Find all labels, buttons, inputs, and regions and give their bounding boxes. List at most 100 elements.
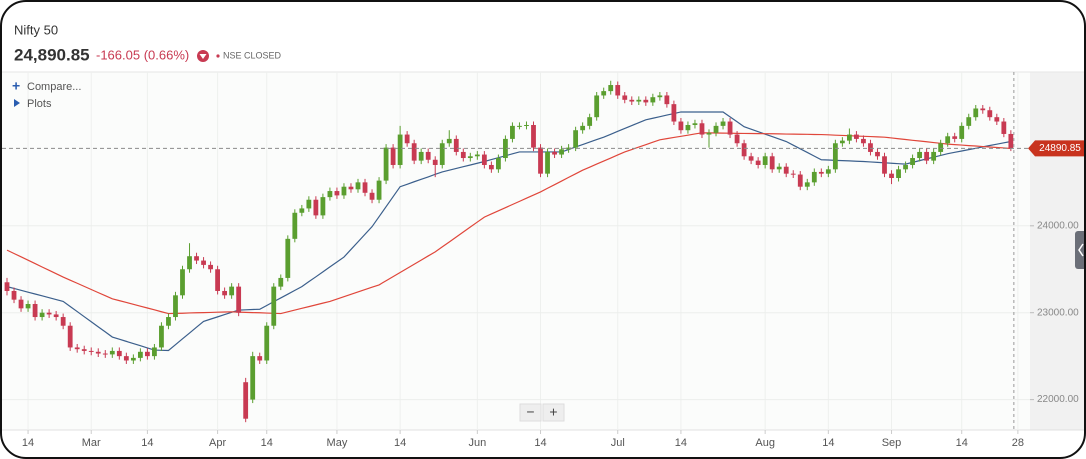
candle-body [875, 151, 880, 157]
candle-body [987, 110, 993, 118]
candle-body [847, 134, 852, 141]
candle-body [496, 158, 501, 170]
x-tick-label: 14 [22, 437, 34, 449]
x-tick-label: Mar [82, 437, 101, 449]
candle-body [1001, 121, 1007, 134]
candles [4, 80, 1014, 423]
candle-body [594, 95, 600, 118]
candle-body [573, 130, 579, 148]
candle-body [4, 282, 10, 291]
candle-body [601, 91, 607, 96]
candle-body [243, 382, 249, 419]
candle-body [404, 134, 410, 144]
candle-body [67, 325, 73, 348]
candle-body [418, 151, 424, 161]
candle-body [362, 182, 368, 193]
x-tick-label: 14 [675, 437, 687, 449]
last-price-label: 24890.85 [1039, 143, 1081, 154]
candle-body [952, 136, 958, 139]
candle-body [657, 95, 663, 98]
candle-body [783, 166, 789, 174]
candle-body [776, 166, 782, 170]
candle-body [931, 151, 937, 161]
candle-body [903, 164, 908, 170]
candle-body [825, 169, 831, 174]
candle-body [432, 159, 438, 165]
compare-button[interactable]: Compare... [27, 81, 81, 93]
candle-body [102, 353, 108, 355]
x-tick-label: 14 [261, 437, 273, 449]
candle-body [152, 347, 157, 357]
candle-body [706, 132, 712, 135]
candle-body [327, 191, 333, 198]
candle-body [355, 182, 361, 190]
candle-body [938, 143, 944, 152]
x-tick-label: May [327, 437, 348, 449]
x-tick-label: 14 [534, 437, 546, 449]
candle-body [257, 356, 263, 361]
price-change: -166.05 (0.66%) [96, 47, 189, 62]
compare-icon[interactable]: + [12, 78, 20, 94]
candle-body [917, 151, 922, 159]
candle-body [545, 151, 550, 174]
candle-body [854, 134, 859, 139]
candle-body [334, 191, 340, 196]
candle-body [173, 295, 178, 318]
zoom-in-label[interactable]: + [549, 404, 557, 420]
candle-body [769, 156, 775, 170]
candle-body [896, 169, 901, 179]
side-tab[interactable] [1075, 231, 1086, 269]
candle-body [699, 123, 705, 135]
candle-body [95, 351, 101, 354]
candle-body [18, 299, 24, 309]
candle-body [46, 312, 52, 315]
side-tab-arrow [1078, 243, 1084, 257]
candle-body [755, 160, 761, 165]
candle-body [271, 286, 277, 326]
zoom-in-button[interactable] [542, 403, 565, 422]
candle-body [636, 99, 642, 102]
candle-body [622, 95, 628, 100]
candle-body [453, 138, 459, 152]
candle-body [278, 277, 284, 287]
candle-body [390, 147, 396, 165]
candle-body [524, 125, 529, 127]
candle-body [945, 136, 951, 144]
candle-body [580, 125, 586, 131]
plot-background [2, 72, 1030, 430]
candle-body [664, 95, 670, 105]
candle-body [994, 117, 1000, 122]
candle-body [966, 117, 972, 126]
chart-title: Nifty 50 [14, 22, 58, 37]
zoom-out-label[interactable]: − [526, 404, 534, 420]
candle-body [474, 154, 480, 157]
candle-body [460, 151, 466, 159]
plots-button[interactable]: Plots [27, 98, 52, 110]
zoom-out-button[interactable] [519, 403, 542, 422]
candle-body [608, 85, 614, 92]
candle-body [727, 121, 733, 135]
candle-body [566, 147, 571, 150]
candle-body [11, 290, 17, 300]
y-tick-label: 24000.00 [1037, 220, 1079, 231]
candle-body [292, 212, 298, 239]
candle-body [411, 143, 417, 161]
candle-body [109, 350, 115, 355]
candle-body [425, 151, 431, 160]
candle-body [53, 314, 59, 318]
candle-body [861, 138, 866, 144]
candle-body [60, 317, 66, 326]
candle-body [889, 173, 894, 179]
candle-body [839, 140, 845, 144]
moving-average-line [6, 111, 1011, 352]
candle-body [166, 317, 171, 326]
candle-body [201, 260, 206, 265]
x-tick-label: 14 [956, 437, 968, 449]
candle-body [116, 350, 122, 357]
candle-body [25, 304, 31, 309]
candle-body [713, 125, 719, 133]
last-price-tag [1028, 140, 1084, 157]
candle-body [215, 269, 220, 291]
candle-body [130, 357, 136, 361]
candle-body [924, 151, 930, 161]
